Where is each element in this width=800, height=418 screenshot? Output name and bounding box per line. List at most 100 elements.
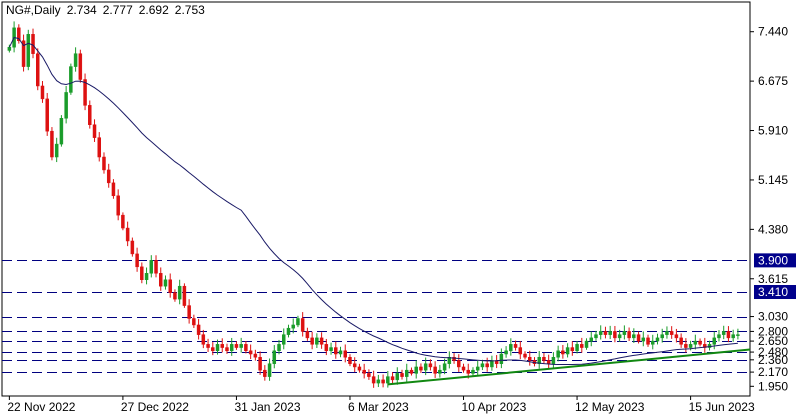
- candle-body: [442, 363, 447, 371]
- candle-body: [149, 260, 154, 274]
- y-tick-label: 2.800: [758, 324, 788, 338]
- y-tick-label: 2.360: [758, 353, 788, 367]
- candle-body: [338, 350, 343, 355]
- candle-body: [282, 334, 286, 345]
- candle-body: [409, 369, 414, 374]
- candle-body: [135, 253, 139, 268]
- candle-body: [121, 214, 125, 229]
- candle-body: [405, 369, 409, 377]
- candle-body: [542, 356, 546, 361]
- candle-body: [267, 363, 272, 377]
- candle-body: [457, 360, 461, 368]
- candle-body: [111, 182, 116, 197]
- moving-average-line: [8, 36, 738, 365]
- candle-body: [395, 373, 400, 381]
- candle-body: [485, 363, 489, 368]
- candle-body: [471, 369, 475, 374]
- x-tick-label: 31 Jan 2023: [234, 400, 300, 414]
- candle-body: [177, 285, 182, 300]
- candle-body: [575, 344, 579, 352]
- close-value: 2.753: [174, 3, 205, 17]
- candle-body: [528, 356, 532, 361]
- candle-body: [116, 195, 120, 216]
- candle-body: [589, 337, 593, 342]
- candle-body: [390, 376, 395, 381]
- high-value: 2.777: [102, 3, 133, 17]
- candle-body: [239, 344, 243, 348]
- candle-body: [726, 331, 731, 339]
- candle-body: [688, 344, 693, 348]
- candle-body: [693, 340, 698, 345]
- candle-body: [319, 337, 324, 345]
- x-tick-label: 12 May 2023: [575, 400, 645, 414]
- candle-body: [665, 331, 669, 335]
- candle-body: [40, 85, 45, 100]
- candle-body: [570, 347, 575, 352]
- candle-body: [73, 53, 78, 67]
- candle-body: [651, 340, 655, 345]
- candle-body: [7, 46, 12, 51]
- candle-body: [26, 34, 31, 67]
- candle-body: [655, 337, 660, 342]
- candle-body: [698, 340, 702, 345]
- candle-body: [627, 331, 631, 339]
- candle-body: [598, 331, 603, 335]
- candle-body: [97, 137, 101, 158]
- candle-body: [400, 373, 404, 377]
- candle-body: [17, 27, 21, 42]
- candle-body: [371, 376, 376, 384]
- candle-body: [305, 331, 310, 339]
- symbol-period: NG#,Daily: [6, 3, 61, 17]
- candle-body: [324, 344, 329, 352]
- candle-body: [419, 366, 423, 371]
- candle-body: [551, 356, 556, 364]
- y-tick-label: 6.675: [758, 74, 788, 88]
- candle-body: [253, 353, 258, 358]
- candle-body: [291, 324, 295, 329]
- candle-body: [220, 344, 224, 348]
- candle-body: [518, 347, 523, 355]
- candle-body: [669, 331, 674, 335]
- candle-body: [140, 266, 144, 280]
- candle-body: [106, 169, 111, 184]
- candle-body: [438, 369, 442, 374]
- y-tick-label: 3.030: [758, 310, 788, 324]
- candle-body: [357, 366, 362, 371]
- y-tick-label: 5.145: [758, 173, 788, 187]
- candle-body: [580, 344, 584, 348]
- candle-body: [423, 363, 428, 371]
- candle-body: [594, 334, 598, 339]
- candle-body: [386, 376, 390, 384]
- candle-body: [613, 331, 617, 339]
- candle-body: [187, 305, 191, 319]
- candle-body: [584, 340, 589, 348]
- candle-body: [125, 227, 130, 242]
- candle-body: [78, 53, 83, 80]
- candle-body: [182, 285, 187, 306]
- candle-body: [561, 350, 565, 355]
- candle-body: [712, 337, 716, 345]
- candle-body: [154, 260, 158, 274]
- x-tick-label: 10 Apr 2023: [462, 400, 527, 414]
- candle-body: [428, 363, 433, 368]
- candle-body: [731, 334, 735, 339]
- open-value: 2.734: [66, 3, 97, 17]
- candle-body: [206, 344, 210, 348]
- candle-body: [315, 337, 319, 345]
- candle-body: [721, 331, 726, 335]
- y-tick-label: 2.650: [758, 334, 788, 348]
- candle-body: [69, 66, 73, 93]
- candle-body: [36, 53, 40, 87]
- candle-body: [636, 334, 641, 342]
- candle-body: [88, 105, 92, 125]
- low-value: 2.692: [138, 3, 169, 17]
- candle-body: [168, 279, 172, 293]
- candle-body: [433, 366, 437, 374]
- candle-body: [452, 356, 456, 361]
- support-trendline: [387, 348, 751, 386]
- candle-body: [352, 363, 357, 368]
- candle-body: [475, 366, 480, 371]
- level-box-label: 3.410: [758, 285, 788, 299]
